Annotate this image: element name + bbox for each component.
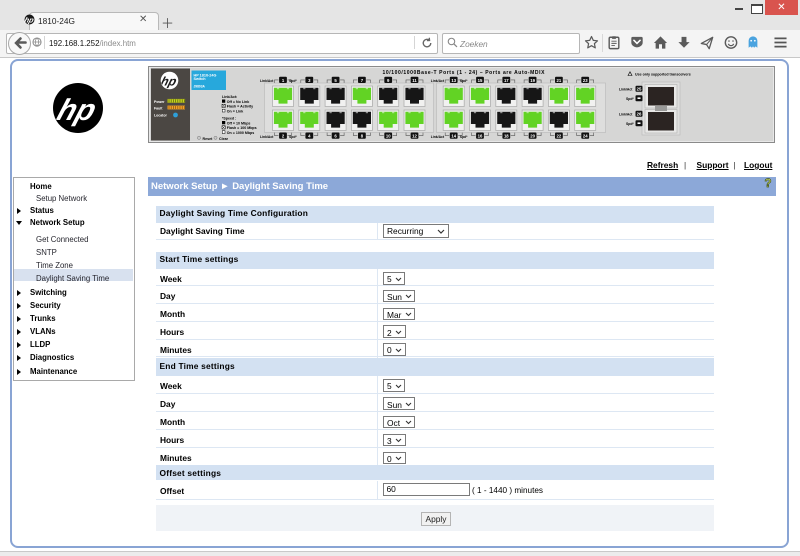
svg-text:11: 11 bbox=[412, 78, 417, 83]
svg-text:26: 26 bbox=[637, 112, 642, 117]
svg-text:10/100/1000Base-T Ports (1 - 2: 10/100/1000Base-T Ports (1 - 24) – Ports… bbox=[383, 70, 546, 76]
svg-text:Spd*: Spd* bbox=[289, 135, 297, 139]
svg-text:7: 7 bbox=[361, 78, 364, 83]
svg-text:9: 9 bbox=[387, 78, 390, 83]
svg-text:Link/Act:: Link/Act: bbox=[222, 95, 237, 99]
svg-text:On = Link: On = Link bbox=[227, 109, 243, 113]
svg-text:Power: Power bbox=[154, 100, 165, 104]
svg-text:18: 18 bbox=[504, 134, 509, 139]
svg-text:On = 1000 Mbps: On = 1000 Mbps bbox=[227, 131, 254, 135]
svg-text:Link/Act: Link/Act bbox=[431, 135, 445, 139]
svg-text:20: 20 bbox=[530, 134, 535, 139]
svg-text:Link/Act: Link/Act bbox=[260, 79, 274, 83]
svg-text:Link/Act: Link/Act bbox=[619, 88, 633, 92]
svg-text:J9803A: J9803A bbox=[194, 85, 206, 89]
svg-text:HP 1810-24G: HP 1810-24G bbox=[194, 74, 217, 78]
svg-text:21: 21 bbox=[557, 78, 562, 83]
svg-text:Off = 10 Mbps: Off = 10 Mbps bbox=[227, 121, 251, 125]
svg-text:12: 12 bbox=[412, 134, 417, 139]
svg-text:Fault: Fault bbox=[154, 107, 163, 111]
svg-text:Spd*: Spd* bbox=[626, 97, 634, 101]
svg-text:Link/Act: Link/Act bbox=[260, 135, 274, 139]
svg-text:hp: hp bbox=[24, 16, 35, 25]
svg-text:Spd*: Spd* bbox=[460, 135, 468, 139]
svg-text:1: 1 bbox=[282, 78, 285, 83]
svg-text:24: 24 bbox=[583, 134, 588, 139]
svg-text:17: 17 bbox=[504, 78, 509, 83]
svg-text:Spd*: Spd* bbox=[289, 79, 297, 83]
svg-text:8: 8 bbox=[361, 134, 364, 139]
svg-text:Switch: Switch bbox=[194, 77, 207, 81]
svg-text:3: 3 bbox=[308, 78, 311, 83]
svg-text:Flash = 100 Mbps: Flash = 100 Mbps bbox=[227, 126, 257, 130]
svg-text:Link/Act: Link/Act bbox=[431, 79, 445, 83]
svg-text:6: 6 bbox=[334, 134, 337, 139]
svg-text:23: 23 bbox=[583, 78, 588, 83]
svg-text:15: 15 bbox=[478, 78, 483, 83]
svg-text:4: 4 bbox=[308, 134, 311, 139]
svg-text:Spd*: Spd* bbox=[626, 122, 634, 126]
svg-text:*Speed :: *Speed : bbox=[222, 117, 236, 121]
svg-text:hp: hp bbox=[159, 74, 179, 89]
svg-text:Flash = Activity: Flash = Activity bbox=[227, 105, 253, 109]
svg-text:Use only supported transceiver: Use only supported transceivers bbox=[635, 73, 691, 77]
svg-text:Reset: Reset bbox=[203, 137, 214, 141]
svg-text:16: 16 bbox=[478, 134, 483, 139]
svg-text:5: 5 bbox=[334, 78, 337, 83]
svg-text:10: 10 bbox=[386, 134, 391, 139]
svg-text:Locator: Locator bbox=[154, 114, 167, 118]
svg-text:Clear: Clear bbox=[219, 137, 229, 141]
svg-text:Spd*: Spd* bbox=[460, 79, 468, 83]
svg-text:Off = No Link: Off = No Link bbox=[227, 100, 249, 104]
svg-text:19: 19 bbox=[530, 78, 535, 83]
svg-text:2: 2 bbox=[282, 134, 285, 139]
svg-text:Link/Act: Link/Act bbox=[619, 113, 633, 117]
svg-text:14: 14 bbox=[451, 134, 456, 139]
svg-text:25: 25 bbox=[637, 87, 642, 92]
svg-text:13: 13 bbox=[451, 78, 456, 83]
svg-text:22: 22 bbox=[557, 134, 562, 139]
